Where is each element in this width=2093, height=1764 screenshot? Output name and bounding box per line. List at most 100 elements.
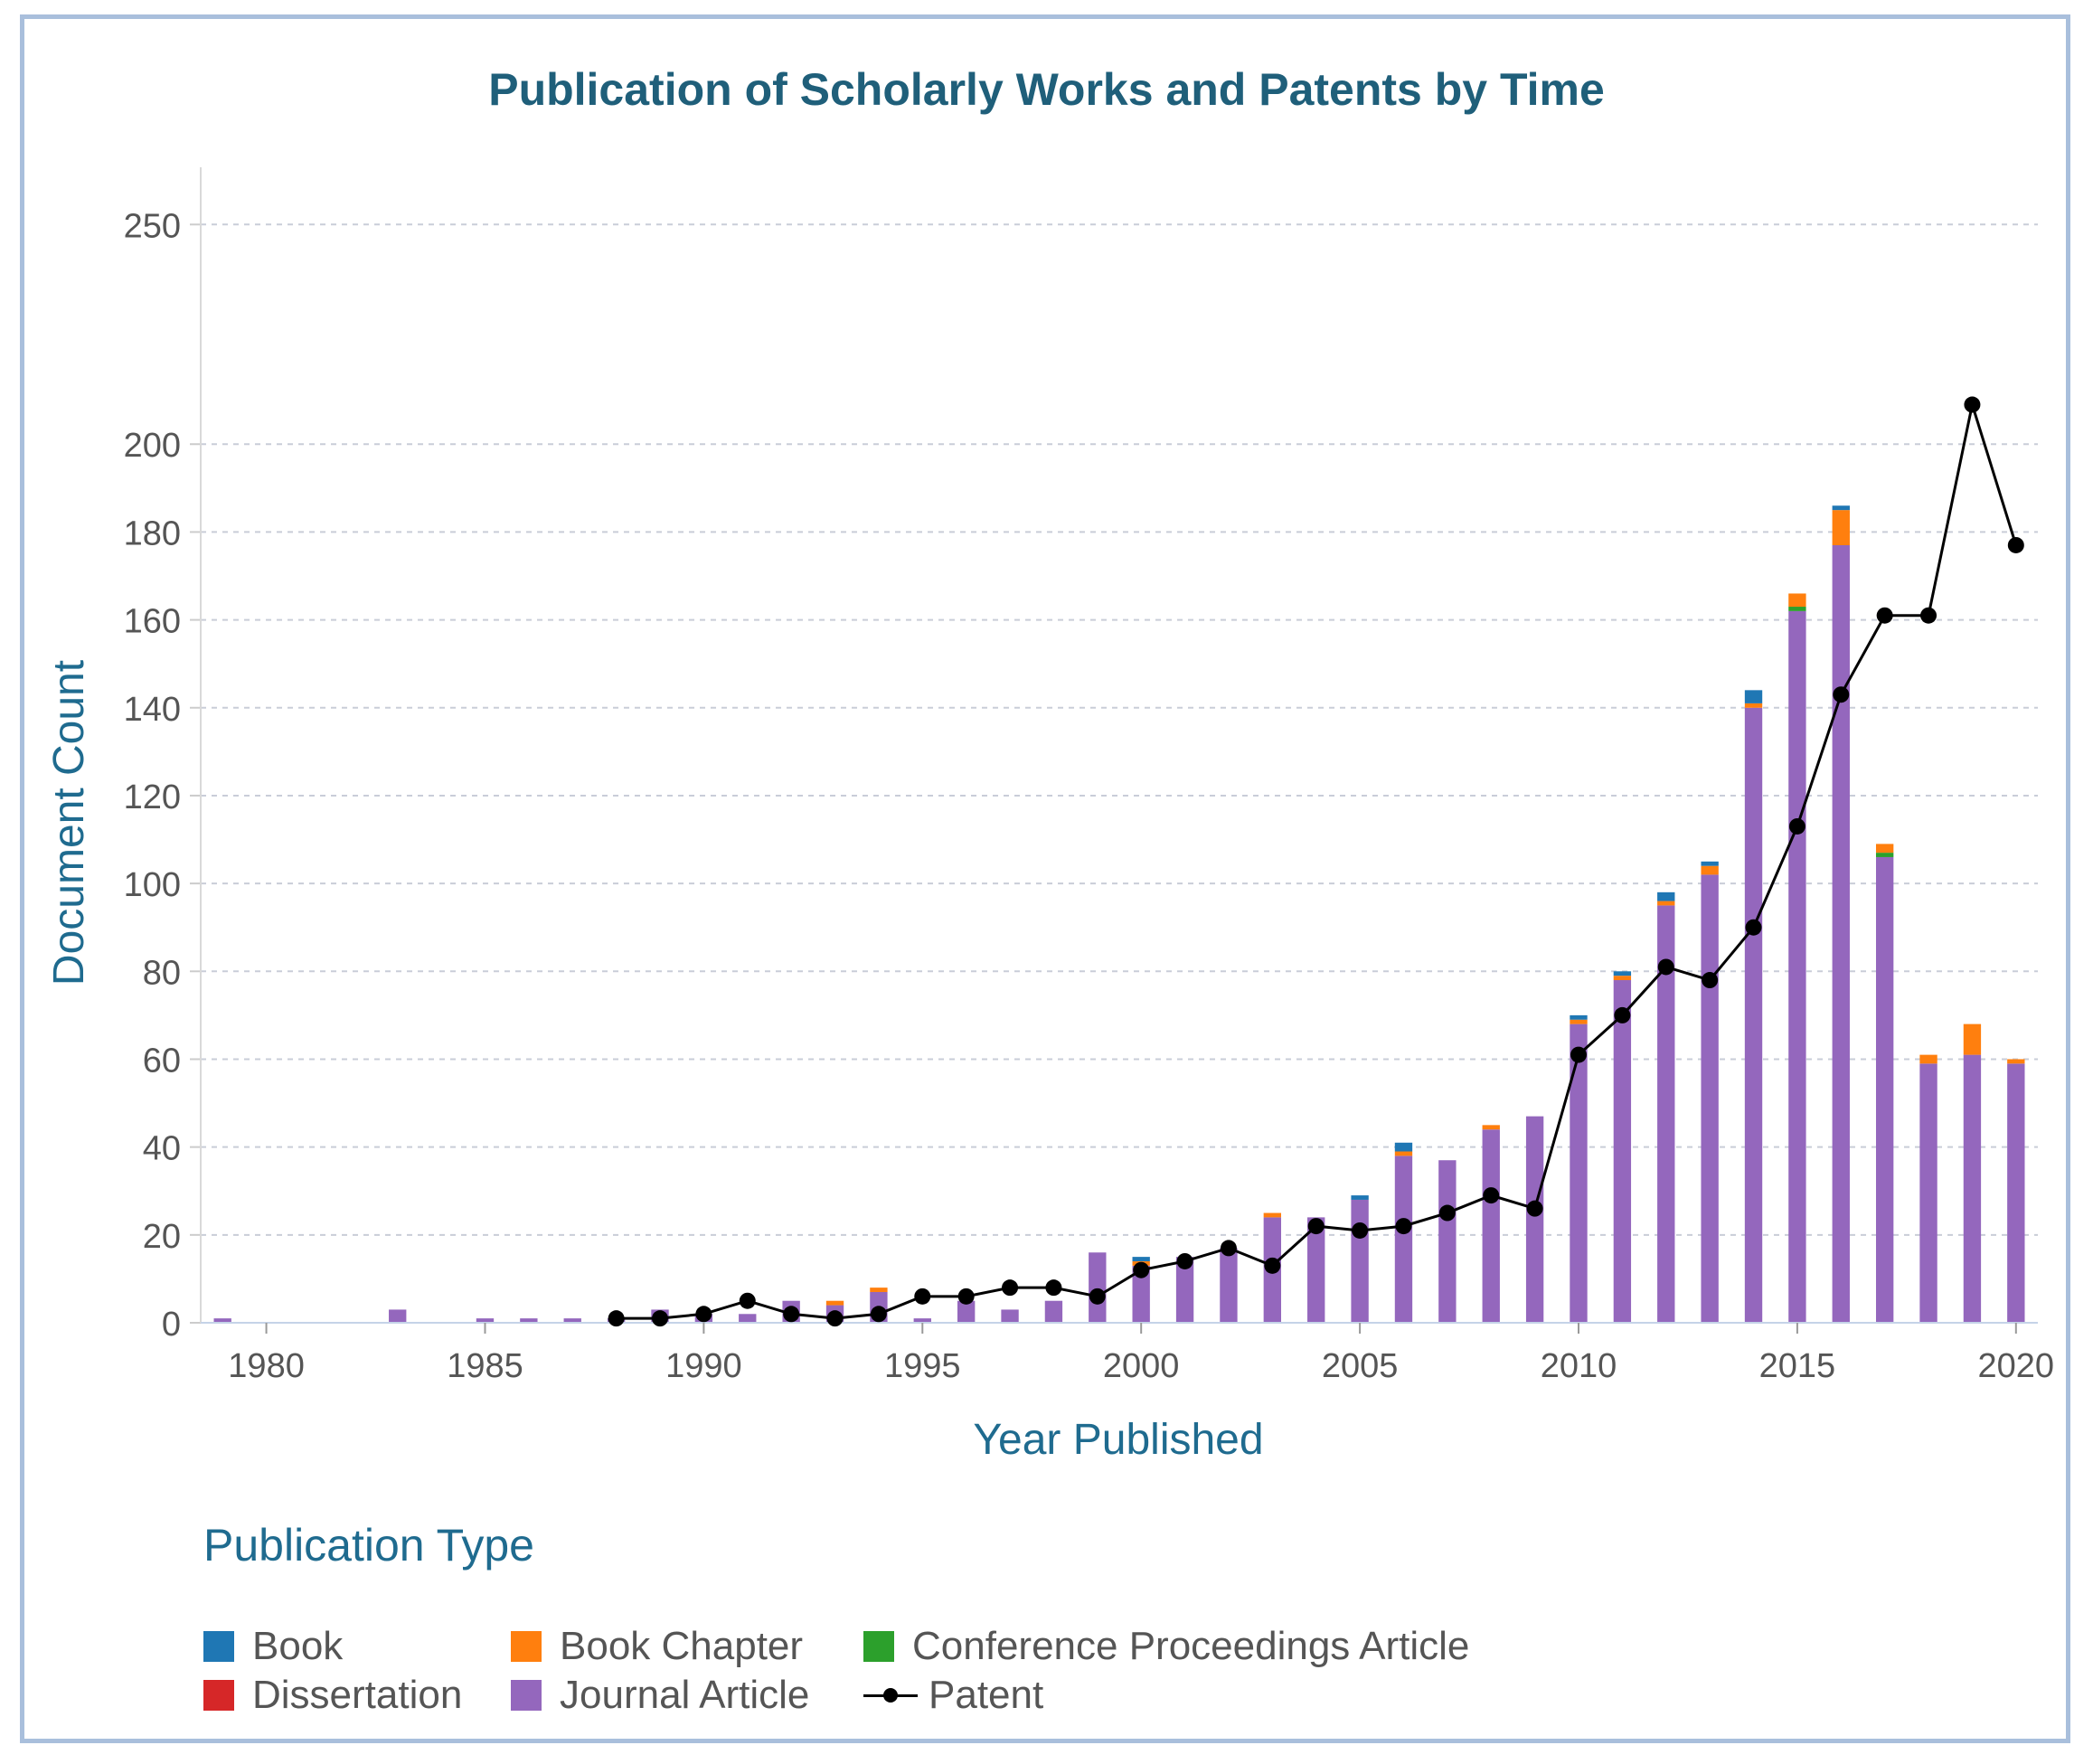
bars: [213, 505, 2025, 1323]
bar-journal-article: [1175, 1257, 1194, 1323]
bar-journal-article: [1089, 1252, 1107, 1323]
patent-point: [1133, 1261, 1150, 1278]
book-chapter-swatch-icon: [511, 1631, 542, 1662]
patent-point: [826, 1310, 844, 1327]
legend-label: Dissertation: [252, 1673, 463, 1717]
bar-journal-article: [913, 1318, 931, 1323]
bar-book-chapter: [1875, 844, 1894, 854]
legend-label: Book: [252, 1624, 344, 1668]
conference-swatch-icon: [863, 1631, 894, 1662]
patent-point: [1483, 1187, 1500, 1204]
bar-book: [1613, 971, 1632, 976]
y-tick-label: 100: [124, 866, 181, 904]
legend-item-dissertation[interactable]: Dissertation: [203, 1673, 511, 1718]
journal-article-swatch-icon: [511, 1680, 542, 1711]
bar-book-chapter: [1482, 1125, 1500, 1130]
bar-book-chapter: [1263, 1212, 1282, 1218]
bar-journal-article: [1132, 1265, 1150, 1323]
patent-point: [914, 1288, 931, 1305]
y-tick-label: 160: [124, 603, 181, 641]
patent-point: [1570, 1046, 1587, 1063]
y-tick-label: 0: [162, 1306, 181, 1344]
bar-journal-article: [1394, 1156, 1413, 1323]
y-tick-label: 200: [124, 427, 181, 465]
x-tick-label: 2020: [1978, 1347, 2055, 1385]
bar-journal-article: [1875, 856, 1894, 1323]
patent-point: [1920, 607, 1937, 624]
patent-point: [1264, 1257, 1281, 1274]
bar-journal-article: [1307, 1217, 1325, 1323]
y-tick-label: 250: [124, 207, 181, 245]
legend-item-patent[interactable]: Patent: [863, 1673, 1514, 1718]
bar-book-chapter: [1963, 1023, 1982, 1055]
bar-book: [1570, 1014, 1588, 1020]
bar-book-chapter: [825, 1300, 844, 1306]
bar-book-chapter: [1832, 510, 1850, 545]
book-swatch-icon: [203, 1631, 234, 1662]
patent-point: [1657, 958, 1674, 976]
y-tick-label: 140: [124, 691, 181, 729]
x-tick-label: 2010: [1541, 1347, 1617, 1385]
axes: 0 20 40 60 80 100 120 140 160 180 200 250 1980 1985 19…: [124, 167, 2054, 1385]
legend-label: Book Chapter: [560, 1624, 804, 1668]
bar-journal-article: [739, 1314, 757, 1323]
bar-book: [1701, 861, 1719, 866]
bar-book: [1832, 505, 1850, 511]
bar-book-chapter: [1613, 976, 1632, 981]
patent-point: [1352, 1222, 1369, 1239]
bar-book: [1394, 1142, 1413, 1152]
x-tick-label: 2005: [1322, 1347, 1399, 1385]
patent-point: [1089, 1288, 1106, 1305]
patent-point: [652, 1310, 668, 1327]
bar-book-chapter: [870, 1288, 888, 1292]
y-tick-label: 60: [143, 1042, 181, 1080]
y-tick-label: 40: [143, 1130, 181, 1168]
bar-book-chapter: [1701, 865, 1719, 875]
bar-journal-article: [476, 1318, 495, 1323]
bar-book-chapter: [1657, 901, 1675, 906]
y-tick-label: 180: [124, 514, 181, 552]
bar-journal-article: [1482, 1129, 1500, 1323]
bar-book-chapter: [2007, 1059, 2025, 1064]
bar-journal-article: [1001, 1309, 1019, 1323]
bar-journal-article: [1570, 1023, 1588, 1323]
bar-journal-article: [1919, 1063, 1937, 1323]
y-tick-label: 20: [143, 1218, 181, 1256]
bar-journal-article: [520, 1318, 538, 1323]
x-tick-label: 1990: [665, 1347, 742, 1385]
patent-point: [1526, 1200, 1543, 1217]
bar-journal-article: [213, 1318, 231, 1323]
patent-point: [1002, 1279, 1019, 1297]
legend-label: Journal Article: [560, 1673, 810, 1717]
x-tick-label: 2000: [1103, 1347, 1180, 1385]
bar-book-chapter: [1394, 1151, 1413, 1156]
bar-journal-article: [1701, 874, 1719, 1323]
bar-book-chapter: [1570, 1019, 1588, 1024]
patent-point: [2007, 536, 2024, 553]
legend-item-book[interactable]: Book: [203, 1624, 511, 1669]
legend-item-conference-proceedings[interactable]: Conference Proceedings Article: [863, 1624, 1514, 1669]
bar-journal-article: [1657, 905, 1675, 1323]
legend-title: Publication Type: [203, 1520, 534, 1571]
legend-item-book-chapter[interactable]: Book Chapter: [511, 1624, 863, 1669]
patent-point: [870, 1306, 887, 1323]
patent-point: [783, 1306, 800, 1323]
bar-journal-article: [1832, 544, 1850, 1323]
y-tick-label: 120: [124, 778, 181, 816]
patent-point: [1045, 1279, 1062, 1297]
bar-journal-article: [1525, 1116, 1544, 1323]
patent-point: [1176, 1252, 1193, 1269]
y-axis-label: Document Count: [45, 660, 93, 986]
patent-point: [1876, 607, 1893, 624]
patent-point: [1745, 919, 1762, 936]
patent-point: [1220, 1240, 1237, 1257]
patent-point: [1964, 396, 1981, 413]
patent-point: [957, 1288, 975, 1305]
patent-point: [1395, 1218, 1412, 1235]
y-tick-label: 80: [143, 954, 181, 992]
patent-point: [1833, 686, 1850, 703]
bar-journal-article: [1788, 610, 1806, 1323]
legend-item-journal-article[interactable]: Journal Article: [511, 1673, 863, 1718]
x-tick-label: 1995: [884, 1347, 961, 1385]
bar-journal-article: [1351, 1199, 1369, 1323]
